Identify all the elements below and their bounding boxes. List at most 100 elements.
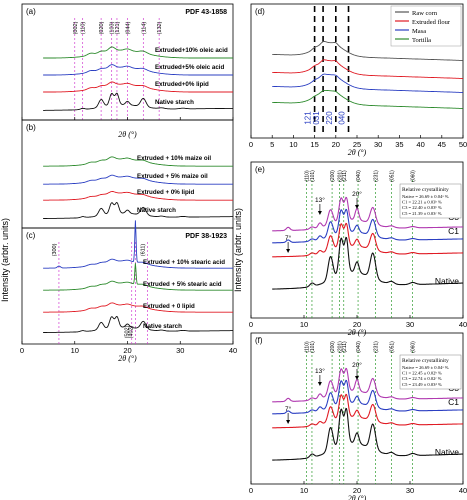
reflection-label-d: 031: [312, 111, 321, 125]
panel-label-c: (c): [26, 231, 36, 240]
panel-label-d: (d): [255, 7, 265, 16]
reflection-label-e: (211): [342, 170, 348, 182]
series-line-c: [43, 316, 233, 333]
x-tick-label-d: 15: [310, 140, 318, 149]
reflection-label-a: (132): [157, 21, 163, 34]
reflection-label-d: 040: [338, 111, 347, 125]
x-axis-title-f: 2θ (°): [348, 494, 367, 500]
peak-arrowhead-f: [286, 420, 291, 424]
reflection-label-e: (051): [389, 170, 395, 182]
reflection-label-a: (044): [126, 21, 132, 34]
legend-box-d: [390, 5, 462, 47]
x-tick-label-e: 40: [459, 320, 467, 329]
panel-e: (e) (110) (101) (200) (201)(211) (040) (231) (0…: [249, 161, 467, 337]
legend-label-d: Extruded flour: [412, 19, 451, 26]
panel-label-e: (e): [255, 165, 265, 174]
series-label-c: Native starch: [143, 323, 182, 330]
x-tick-label-c: 20: [123, 346, 131, 355]
x-tick-label-f: 40: [459, 486, 467, 495]
reflection-label-d: 220: [325, 111, 334, 125]
reflection-label-e: (040): [356, 170, 362, 182]
panel-d: (d) 121 031 220 040 Raw corn Extruded flour Mas…: [249, 3, 467, 157]
reflection-label-f: (201): [338, 341, 344, 353]
series-label-a: Extruded+10% oleic acid: [155, 47, 228, 54]
x-tick-label-d: 25: [353, 140, 361, 149]
series-line-a: [43, 64, 233, 76]
reflection-label-f: (231): [374, 341, 380, 353]
series-label-a: Native starch: [155, 99, 194, 106]
x-tick-label-d: 0: [249, 140, 253, 149]
x-tick-label-d: 5: [270, 140, 274, 149]
series-label-b: Extruded + 0% lipid: [137, 189, 194, 196]
peak-arrowhead-f: [317, 382, 322, 386]
x-tick-label-d: 35: [395, 140, 403, 149]
reflection-label-e: (200): [330, 170, 336, 182]
series-line-d: [272, 41, 463, 61]
series-line-a: [43, 46, 233, 59]
x-tick-label-e: 20: [353, 320, 361, 329]
peak-arrowhead-e: [355, 205, 359, 209]
legend-label-d: Masa: [412, 28, 426, 35]
peak-annotation-f: 13°: [315, 367, 325, 375]
x-tick-label-e: 0: [249, 320, 253, 329]
panel-b: (b) Extruded + 10% maize oil Extruded + 5%…: [21, 119, 234, 229]
series-line-d: [272, 89, 463, 109]
panel-label-f: (f): [255, 336, 263, 345]
peak-annotation-f: 7°: [285, 405, 292, 413]
series-line-c: [43, 263, 233, 291]
reflection-label-f: (110): [305, 341, 311, 353]
reflection-label-f: (040): [356, 341, 362, 353]
x-axis-title-c: 2θ (°): [118, 354, 137, 363]
legend-label-d: Raw corn: [412, 10, 438, 17]
panel-label-a: (a): [26, 7, 36, 16]
series-line-e: [272, 196, 463, 232]
reflection-label-e: (201): [338, 170, 344, 182]
x-tick-label-d: 30: [374, 140, 382, 149]
reflection-label-f: (200): [330, 341, 336, 353]
x-tick-label-c: 0: [20, 346, 24, 355]
x-tick-label-c: 40: [229, 346, 237, 355]
crystallinity-frame-e: [399, 183, 462, 219]
x-tick-label-e: 30: [406, 320, 414, 329]
series-label-f: C1: [448, 397, 459, 407]
panel-f: (f) (110) (101) (200) (201)(211) (040) (231) (0…: [249, 332, 467, 500]
x-tick-label-f: 10: [300, 486, 308, 495]
reflection-label-e: (060): [411, 170, 417, 182]
legend-label-d: Tortilla: [412, 37, 431, 44]
x-tick-label-f: 0: [249, 486, 253, 495]
peak-annotation-f: 20°: [352, 361, 362, 369]
reference-a: PDF 43-1858: [185, 9, 227, 16]
crystallinity-row-f: C5 = 23.49 ± 0.03ᵈ %: [402, 382, 442, 387]
crystallinity-row-e: C1 = 22.21 ± 0.03ᵇ %: [402, 200, 442, 205]
series-line-b: [43, 156, 233, 167]
panel-label-b: (b): [26, 123, 36, 132]
peak-annotation-e: 13°: [315, 196, 325, 204]
reference-c: PDF 38-1923: [185, 233, 227, 240]
series-line-c: [43, 220, 233, 269]
series-label-a: Extruded+5% oleic acid: [155, 64, 225, 71]
reflection-label-c: (402): [128, 325, 134, 338]
series-line-f: [272, 407, 463, 461]
series-line-d: [272, 73, 463, 93]
peak-annotation-e: 7°: [285, 234, 292, 242]
reflection-label-e: (110): [305, 170, 311, 182]
left-y-axis-label: Intensity (arbtr. units): [0, 218, 10, 302]
series-line-e: [272, 208, 463, 244]
reflection-label-f: (060): [411, 341, 417, 353]
reflection-label-a: (002): [73, 21, 79, 34]
series-line-f: [272, 379, 463, 415]
series-line-b: [43, 174, 233, 185]
crystallinity-title-e: Relative crystallinity: [402, 187, 449, 193]
crystallinity-row-f: C3 = 22.74 ± 0.02ᶜ %: [402, 376, 442, 381]
reflection-label-e: (231): [374, 170, 380, 182]
x-tick-label-d: 20: [332, 140, 340, 149]
peak-arrowhead-e: [286, 249, 291, 253]
reflection-label-d: 121: [304, 111, 313, 125]
reflection-label-a: (020): [99, 21, 105, 34]
series-label-c: Extruded + 5% stearic acid: [143, 281, 222, 288]
series-line-f: [272, 367, 463, 403]
peak-annotation-e: 20°: [352, 190, 362, 198]
crystallinity-row-e: C3 = 22.40 ± 0.03ᵇ %: [402, 205, 442, 210]
